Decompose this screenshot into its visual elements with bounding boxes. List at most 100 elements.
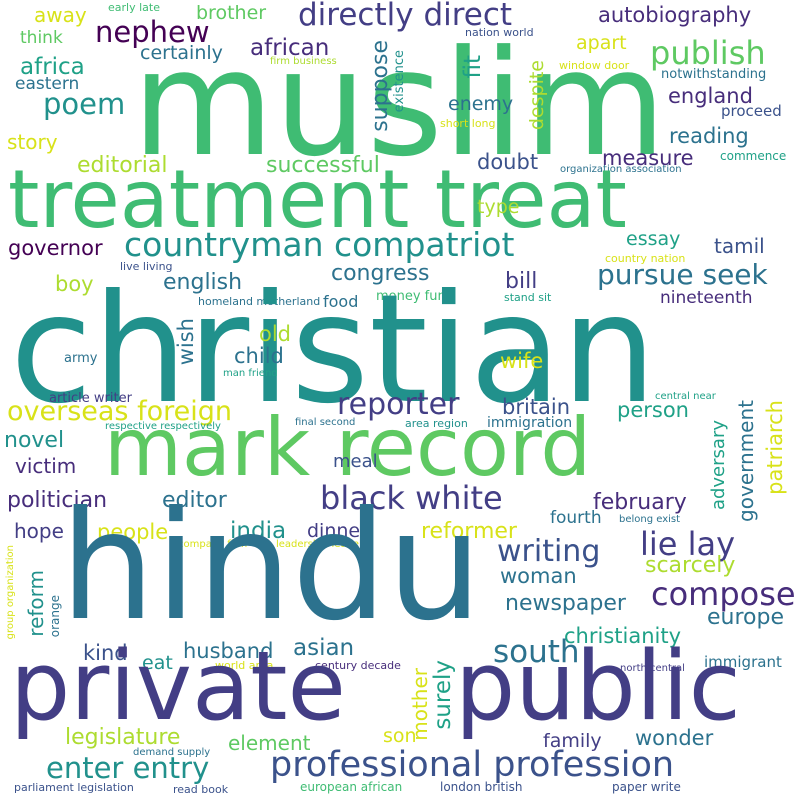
word-brother: brother: [196, 2, 267, 24]
word-kind: kind: [83, 641, 128, 665]
word-immigration: immigration: [487, 415, 573, 431]
word-hope: hope: [14, 519, 64, 543]
word-reformer: reformer: [421, 519, 517, 544]
word-paper-write: paper write: [612, 780, 681, 794]
word-novel: novel: [4, 428, 65, 453]
word-money-fund: money fund: [376, 289, 454, 304]
word-directly-direct: directly direct: [298, 0, 513, 33]
word-stand-sit: stand sit: [504, 291, 552, 304]
word-governor: governor: [8, 236, 103, 260]
word-london-british: london british: [440, 780, 523, 794]
word-hindu: hindu: [60, 480, 483, 654]
word-successful: successful: [266, 153, 380, 178]
word-firm-business: firm business: [270, 56, 337, 67]
word-christian: christian: [10, 263, 657, 437]
word-government: government: [734, 400, 758, 522]
word-nineteenth: nineteenth: [660, 288, 753, 308]
word-autobiography: autobiography: [598, 3, 752, 27]
word-congress: congress: [331, 261, 430, 286]
word-victim: victim: [15, 454, 77, 478]
word-final-second: final second: [295, 417, 356, 428]
word-india: india: [230, 518, 287, 544]
word-early-late: early late: [108, 1, 160, 14]
word-live-living: live living: [120, 260, 173, 273]
word-christianity: christianity: [564, 624, 682, 648]
word-short-long: short long: [440, 117, 496, 130]
word-compose: compose: [651, 575, 796, 613]
word-writing: writing: [497, 534, 601, 569]
word-read-book: read book: [173, 783, 229, 796]
word-group-organization: group organization: [5, 545, 16, 640]
word-treatment-treat: treatment treat: [8, 153, 627, 246]
word-existence: existence: [392, 50, 407, 113]
word-surely: surely: [430, 660, 456, 730]
word-orange: orange: [48, 595, 62, 638]
word-despite: despite: [526, 60, 548, 131]
word-countryman-compatriot: countryman compatriot: [124, 225, 515, 264]
word-eastern: eastern: [15, 74, 80, 94]
word-century-decade: century decade: [315, 659, 401, 672]
word-asian: asian: [293, 635, 355, 661]
word-respective-respectively: respective respectively: [105, 421, 221, 432]
word-article-writer: article writer: [49, 391, 132, 406]
word-poem: poem: [43, 87, 126, 121]
word-parliament-legislation: parliament legislation: [14, 781, 134, 794]
word-food: food: [323, 292, 359, 311]
word-husband: husband: [183, 639, 274, 663]
word-african: african: [250, 35, 330, 61]
word-story: story: [7, 130, 58, 154]
word-european-african: european african: [300, 780, 403, 794]
word-away: away: [34, 3, 87, 27]
word-certainly: certainly: [140, 42, 223, 64]
word-publish: publish: [650, 34, 766, 72]
word-homeland-motherland: homeland motherland: [198, 295, 321, 308]
word-lie-lay: lie lay: [640, 525, 736, 563]
word-type: type: [477, 196, 520, 218]
word-element: element: [228, 731, 311, 755]
word-politician: politician: [7, 488, 108, 513]
word-country-nation: country nation: [605, 252, 686, 265]
word-wish: wish: [174, 318, 198, 366]
word-person: person: [617, 398, 689, 422]
word-army: army: [64, 351, 98, 366]
word-scarcely: scarcely: [645, 553, 736, 578]
word-apart: apart: [576, 32, 627, 54]
word-editor: editor: [162, 488, 227, 513]
word-organization-association: organization association: [560, 164, 682, 175]
word-tamil: tamil: [714, 234, 765, 258]
word-europe: europe: [707, 605, 784, 630]
word-nephew: nephew: [95, 15, 210, 49]
word-boy: boy: [55, 272, 94, 296]
word-son: son: [383, 725, 417, 747]
word-doubt: doubt: [477, 150, 539, 174]
word-mark-record: mark record: [104, 401, 592, 494]
word-fit: fit: [460, 55, 486, 79]
word-newspaper: newspaper: [505, 591, 626, 616]
word-pursue-seek: pursue seek: [597, 258, 768, 291]
word-english: english: [163, 270, 243, 295]
word-proceed: proceed: [721, 102, 782, 120]
word-belong-exist: belong exist: [619, 514, 681, 525]
word-man-friend: man friend: [223, 368, 278, 379]
word-editorial: editorial: [77, 153, 168, 178]
word-commence: commence: [720, 149, 787, 163]
word-wonder: wonder: [635, 726, 714, 750]
word-wife: wife: [500, 349, 544, 373]
word-north-central: north central: [620, 663, 685, 674]
word-immigrant: immigrant: [704, 653, 782, 671]
word-enemy: enemy: [448, 93, 514, 115]
word-reform: reform: [24, 570, 48, 637]
word-window-door: window door: [559, 59, 630, 72]
word-people: people: [97, 520, 169, 544]
word-patriarch: patriarch: [763, 400, 787, 495]
word-meal: meal: [333, 451, 378, 472]
word-dinner: dinner: [307, 520, 368, 542]
word-leadership-leader: leadership leader: [276, 539, 364, 550]
word-central-near: central near: [655, 391, 716, 402]
word-company-firm: company firm: [178, 539, 248, 550]
word-reading: reading: [669, 124, 749, 148]
word-adversary: adversary: [708, 420, 729, 511]
word-legislature: legislature: [65, 725, 181, 750]
word-professional-profession: professional profession: [270, 745, 675, 785]
